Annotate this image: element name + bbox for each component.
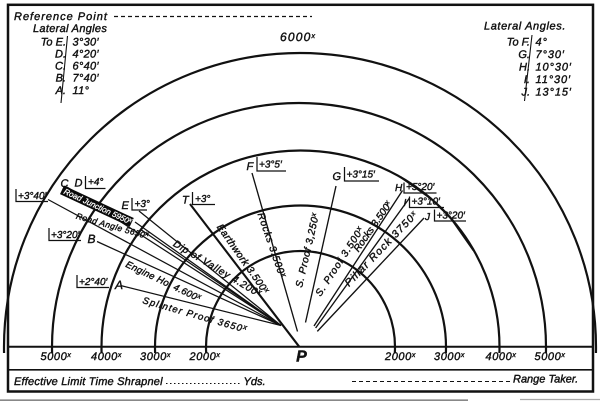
svg-text:J: J	[424, 212, 431, 223]
svg-text:I: I	[404, 198, 407, 209]
svg-text:B.: B.	[56, 73, 66, 85]
svg-text:4000x: 4000x	[486, 351, 517, 363]
svg-text:3000x: 3000x	[140, 351, 171, 363]
svg-text:A.: A.	[55, 85, 66, 97]
svg-text:7°30′: 7°30′	[536, 49, 565, 61]
svg-text:H: H	[395, 183, 403, 194]
svg-text:+4°: +4°	[88, 177, 103, 188]
svg-text:4000x: 4000x	[91, 351, 122, 363]
svg-text:+3°40′: +3°40′	[18, 191, 48, 202]
svg-text:+3°: +3°	[135, 199, 150, 210]
svg-text:+3°: +3°	[195, 194, 210, 205]
svg-text:J.: J.	[520, 87, 530, 99]
svg-text:Lateral Angles.: Lateral Angles.	[484, 21, 566, 33]
svg-text:3000x: 3000x	[434, 351, 465, 363]
svg-text:D.: D.	[55, 49, 66, 61]
svg-text:T: T	[182, 195, 190, 207]
svg-text:+3°20′: +3°20′	[51, 230, 81, 241]
svg-text:G: G	[333, 171, 342, 183]
svg-text:C: C	[61, 178, 69, 190]
svg-text:A: A	[114, 278, 123, 292]
svg-text:E: E	[122, 200, 130, 212]
svg-text:11°: 11°	[73, 85, 90, 97]
svg-text:10°30′: 10°30′	[536, 62, 572, 74]
svg-text:4°: 4°	[536, 37, 548, 49]
svg-text:D: D	[75, 178, 83, 190]
svg-text:B: B	[88, 232, 96, 246]
svg-text:6000x: 6000x	[280, 30, 316, 44]
svg-text:2000x: 2000x	[384, 351, 416, 363]
svg-text:Lateral Angles: Lateral Angles	[33, 23, 107, 35]
svg-text:Reference Point: Reference Point	[14, 11, 108, 23]
svg-text:+3°15′: +3°15′	[347, 170, 377, 181]
svg-text:Effective Limit Time Shrapnel: Effective Limit Time Shrapnel	[14, 376, 163, 388]
svg-text:11°30′: 11°30′	[536, 74, 572, 86]
svg-text:To F.: To F.	[507, 37, 530, 49]
svg-text:G.: G.	[518, 49, 530, 61]
svg-text:F: F	[247, 161, 255, 173]
svg-text:C.: C.	[55, 61, 66, 73]
svg-text:I.: I.	[524, 74, 530, 86]
svg-text:H.: H.	[519, 62, 530, 74]
svg-text:P: P	[296, 349, 307, 366]
svg-text:+3°10′: +3°10′	[412, 197, 442, 208]
svg-text:Yds.: Yds.	[244, 376, 266, 388]
svg-text:7°40′: 7°40′	[73, 73, 100, 85]
svg-text:4°20′: 4°20′	[73, 49, 100, 61]
svg-text:5000x: 5000x	[41, 351, 72, 363]
svg-text:+2°40′: +2°40′	[79, 277, 109, 288]
svg-text:Range Taker.: Range Taker.	[513, 374, 578, 386]
svg-text:6°40′: 6°40′	[73, 61, 100, 73]
svg-text:To E.: To E.	[41, 37, 66, 49]
svg-text:3°30′: 3°30′	[73, 37, 100, 49]
svg-text:+3°5′: +3°5′	[259, 160, 283, 171]
svg-text:2000x: 2000x	[189, 351, 221, 363]
svg-text:+5°20′: +5°20′	[406, 182, 436, 193]
svg-text:13°15′: 13°15′	[536, 87, 572, 99]
svg-text:+3°20′: +3°20′	[437, 211, 467, 222]
svg-text:5000x: 5000x	[535, 351, 566, 363]
